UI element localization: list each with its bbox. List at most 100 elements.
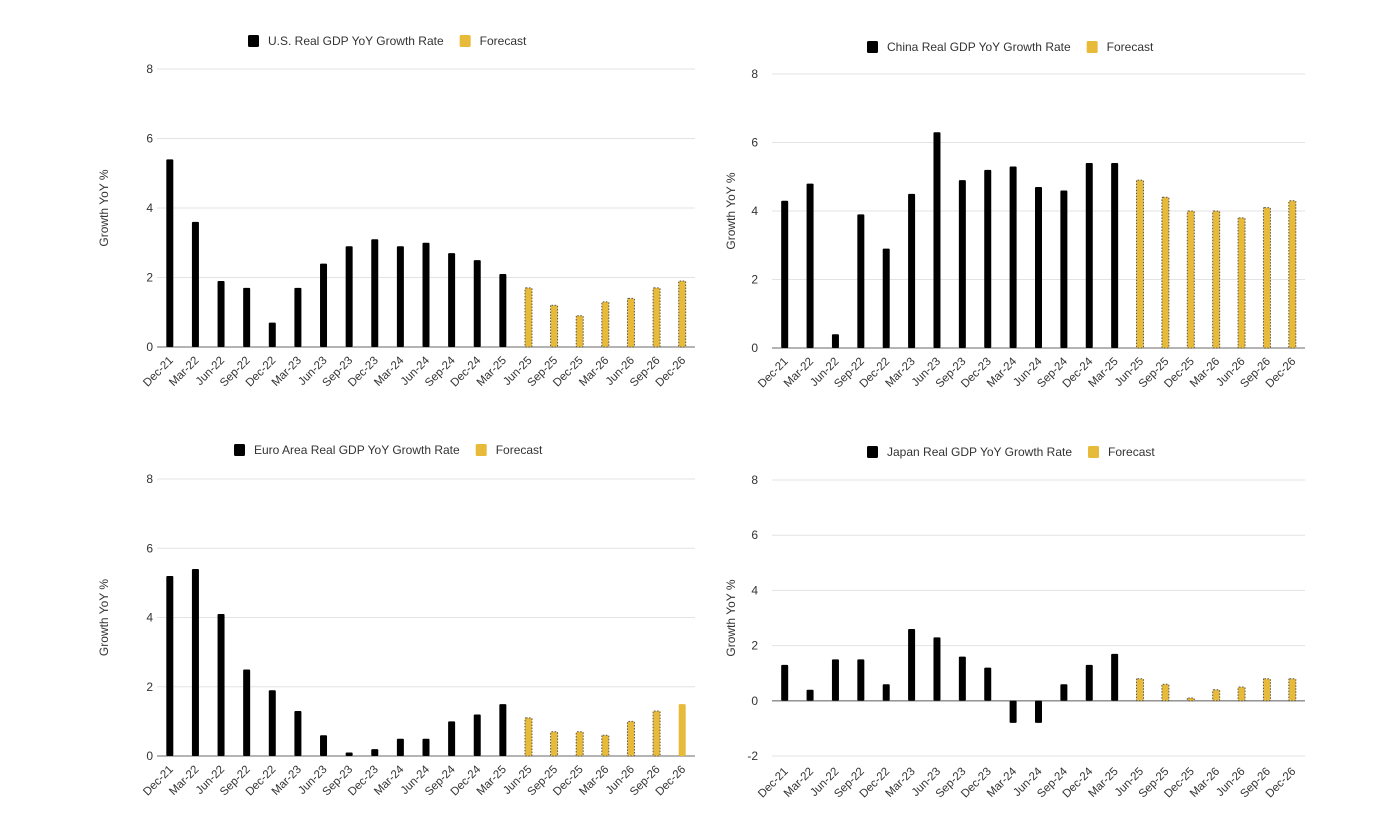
forecast-bar — [1212, 210, 1221, 349]
actual-bar — [1085, 163, 1093, 348]
forecast-bar — [601, 734, 610, 757]
y-axis-label: Growth YoY % — [97, 579, 111, 656]
actual-bar — [1009, 700, 1017, 723]
legend-label-actual: Japan Real GDP YoY Growth Rate — [887, 445, 1072, 459]
legend-label-actual: Euro Area Real GDP YoY Growth Rate — [254, 443, 460, 457]
forecast-bar — [1161, 196, 1170, 349]
actual-bar — [166, 575, 174, 756]
actual-bar — [499, 274, 507, 347]
actual-bar — [371, 749, 379, 756]
actual-bar — [191, 221, 199, 347]
actual-bar — [857, 214, 865, 348]
actual-bar — [320, 735, 328, 756]
forecast-bar — [1262, 678, 1271, 702]
y-tick-label: 8 — [751, 473, 758, 487]
y-tick-label: 6 — [751, 136, 758, 150]
actual-bar — [933, 637, 941, 701]
actual-bar — [268, 322, 276, 347]
y-tick-label: 4 — [146, 201, 153, 215]
legend: China Real GDP YoY Growth Rate Forecast — [867, 40, 1154, 54]
y-axis-label: Growth YoY % — [97, 169, 111, 246]
forecast-bar — [1186, 697, 1195, 702]
legend-swatch-forecast — [1086, 41, 1098, 53]
actual-bar — [1009, 166, 1017, 348]
forecast-bar — [524, 717, 533, 757]
actual-bar — [781, 200, 789, 348]
y-tick-label: 8 — [146, 472, 153, 486]
forecast-bar — [575, 315, 584, 348]
actual-bar — [1085, 664, 1093, 701]
forecast-bar — [652, 710, 661, 757]
legend-swatch-forecast — [1088, 446, 1100, 458]
forecast-bar — [1288, 200, 1297, 349]
y-tick-label: 4 — [146, 611, 153, 625]
actual-bar — [166, 159, 174, 347]
legend-label-forecast: Forecast — [1108, 445, 1155, 459]
forecast-bar — [550, 731, 559, 757]
y-tick-label: 2 — [146, 271, 153, 285]
forecast-bar — [1237, 686, 1246, 702]
y-tick-label: 4 — [751, 583, 758, 597]
legend-label-forecast: Forecast — [1107, 40, 1154, 54]
actual-bar — [268, 690, 276, 756]
actual-bar — [448, 721, 456, 756]
actual-bar — [984, 169, 992, 348]
y-tick-label: 0 — [751, 341, 758, 355]
actual-bar — [396, 738, 404, 756]
forecast-bar — [1186, 210, 1195, 349]
actual-bar — [958, 180, 966, 348]
actual-bar — [243, 287, 251, 347]
actual-bar — [217, 280, 225, 347]
legend-swatch-actual — [867, 41, 878, 53]
actual-bar — [831, 334, 839, 348]
actual-bar — [857, 659, 865, 701]
forecast-bar — [1288, 678, 1297, 702]
y-tick-label: 2 — [146, 680, 153, 694]
forecast-bar — [678, 280, 687, 348]
y-tick-label: 0 — [146, 749, 153, 763]
actual-bar — [781, 664, 789, 701]
legend: U.S. Real GDP YoY Growth Rate Forecast — [248, 34, 527, 48]
actual-bar — [473, 260, 481, 347]
forecast-bar — [1136, 179, 1145, 349]
y-tick-label: 2 — [751, 273, 758, 287]
actual-bar — [294, 287, 302, 347]
legend-label-forecast: Forecast — [496, 443, 543, 457]
y-tick-label: 2 — [751, 639, 758, 653]
legend: Japan Real GDP YoY Growth Rate Forecast — [867, 445, 1155, 459]
actual-bar — [422, 738, 430, 756]
actual-bar — [908, 193, 916, 348]
y-tick-label: 6 — [146, 132, 153, 146]
actual-bar — [448, 253, 456, 347]
forecast-bar — [652, 287, 661, 348]
y-tick-label: 0 — [751, 694, 758, 708]
forecast-bar — [524, 287, 533, 348]
y-tick-label: 8 — [751, 67, 758, 81]
actual-bar — [882, 684, 890, 701]
legend-swatch-actual — [248, 35, 259, 47]
legend-swatch-actual — [234, 444, 245, 456]
forecast-bar — [1262, 207, 1271, 349]
actual-bar — [473, 714, 481, 756]
actual-bar — [831, 659, 839, 701]
actual-bar — [1035, 700, 1042, 723]
forecast-bar — [575, 731, 584, 757]
actual-bar — [1060, 684, 1068, 701]
actual-bar — [1060, 190, 1068, 348]
forecast-bar — [1237, 217, 1246, 349]
actual-bar — [1035, 187, 1042, 348]
actual-bar — [345, 246, 353, 347]
actual-bar — [191, 569, 199, 756]
actual-bar — [320, 263, 328, 347]
actual-bar — [1111, 163, 1119, 348]
legend: Euro Area Real GDP YoY Growth Rate Foreca… — [234, 443, 543, 457]
actual-bar — [345, 752, 353, 756]
actual-bar — [499, 704, 507, 756]
actual-bar — [882, 248, 890, 348]
legend-label-actual: China Real GDP YoY Growth Rate — [887, 40, 1071, 54]
actual-bar — [294, 710, 302, 756]
